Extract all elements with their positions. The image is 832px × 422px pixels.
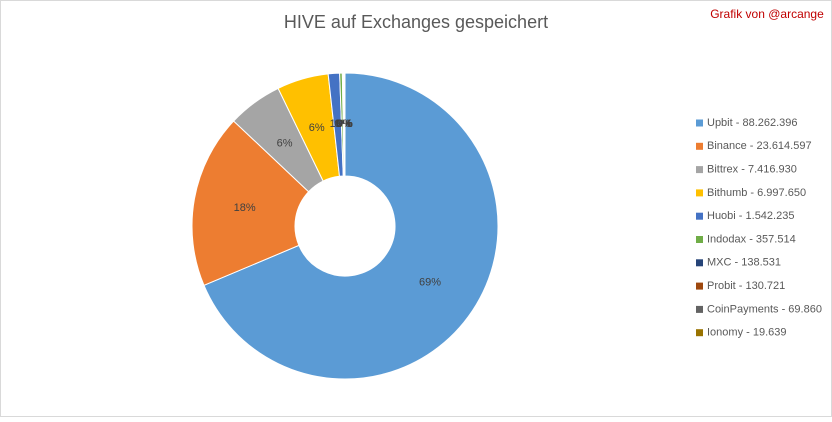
legend-label: Binance - 23.614.597 <box>707 140 812 152</box>
annotation: Grafik von @arcange <box>710 7 824 21</box>
slice-label: 69% <box>419 276 441 288</box>
legend-swatch <box>696 213 703 220</box>
legend-label: Upbit - 88.262.396 <box>707 117 798 129</box>
legend-label: Ionomy - 19.639 <box>707 327 787 339</box>
legend-swatch <box>696 189 703 196</box>
legend-label: Indodax - 357.514 <box>707 233 796 245</box>
legend-label: Huobi - 1.542.235 <box>707 210 794 222</box>
legend-label: CoinPayments - 69.860 <box>707 303 822 315</box>
legend-swatch <box>696 166 703 173</box>
legend-swatch <box>696 259 703 266</box>
legend-swatch <box>696 120 703 127</box>
legend-swatch <box>696 329 703 336</box>
legend-swatch <box>696 306 703 313</box>
slice-label: 6% <box>277 138 293 150</box>
slice-label: 0% <box>337 118 353 130</box>
legend-label: Bittrex - 7.416.930 <box>707 164 797 176</box>
slice-label: 6% <box>309 122 325 134</box>
legend-swatch <box>696 236 703 243</box>
slice-label: 18% <box>234 202 256 214</box>
chart-title: HIVE auf Exchanges gespeichert <box>284 12 548 32</box>
legend-label: Probit - 130.721 <box>707 280 785 292</box>
legend-label: MXC - 138.531 <box>707 257 781 269</box>
legend-swatch <box>696 143 703 150</box>
legend-swatch <box>696 283 703 290</box>
legend-label: Bithumb - 6.997.650 <box>707 187 806 199</box>
